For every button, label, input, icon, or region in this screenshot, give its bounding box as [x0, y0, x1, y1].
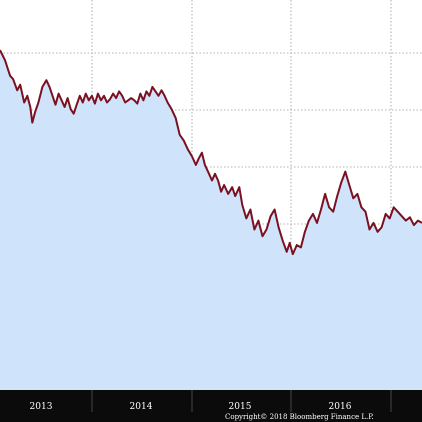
x-axis-band — [0, 390, 422, 422]
area-fill — [0, 50, 422, 390]
series-line — [0, 49, 422, 256]
x-tick-label-2016: 2016 — [329, 402, 352, 412]
x-axis-ticks: 2013 2014 2015 2016 — [30, 390, 392, 412]
x-tick-label-2015: 2015 — [229, 402, 252, 412]
x-tick-label-2013: 2013 — [30, 402, 53, 412]
x-tick-label-2014: 2014 — [130, 402, 153, 412]
copyright-text: Copyright© 2018 Bloomberg Finance L.P. — [225, 413, 374, 421]
